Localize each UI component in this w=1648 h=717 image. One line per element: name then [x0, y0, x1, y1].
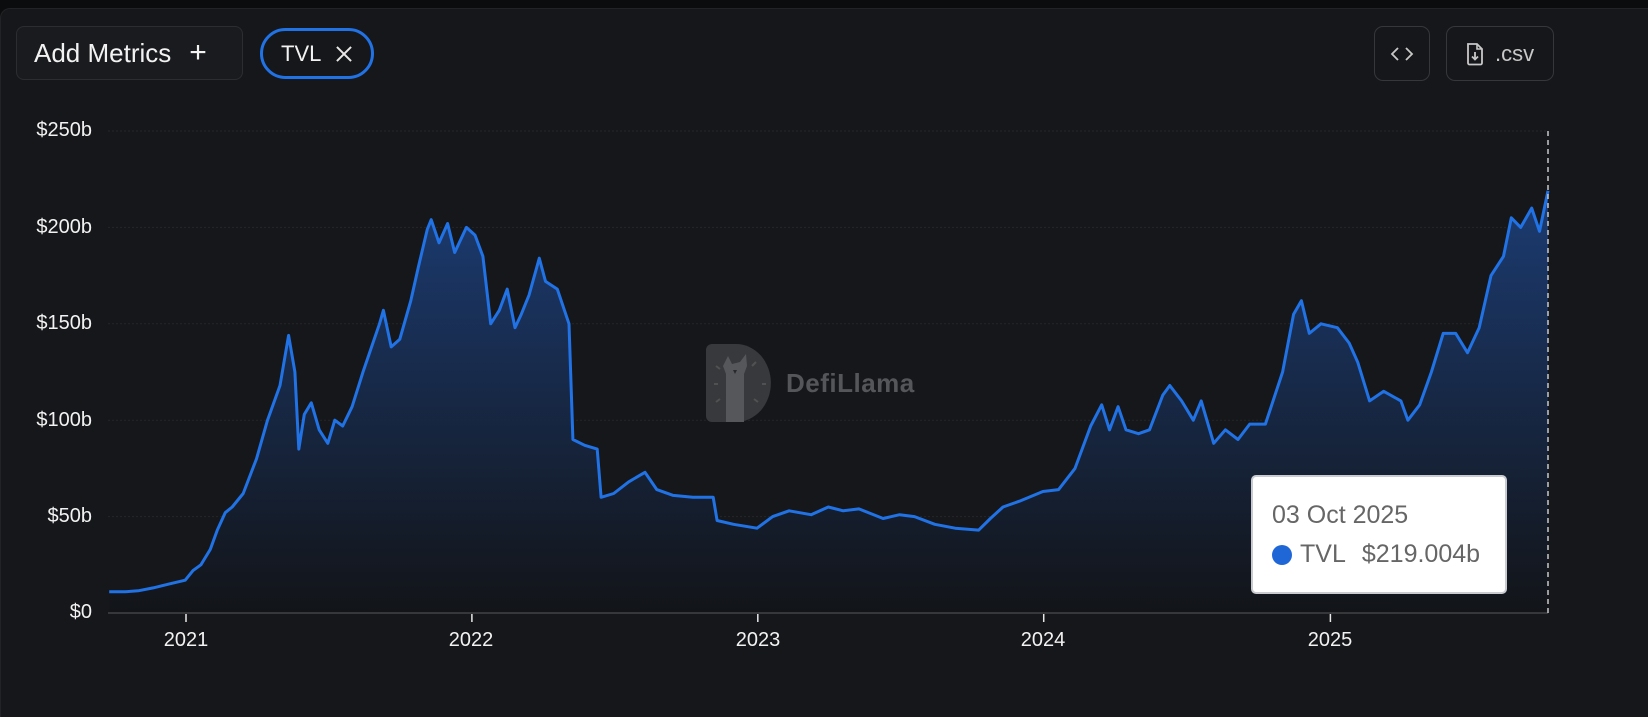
- x-tick-2022: 2022: [448, 629, 494, 651]
- tooltip-series-label: TVL: [1300, 540, 1346, 568]
- y-tick-150: $150b: [36, 312, 92, 334]
- y-tick-250: $250b: [36, 119, 92, 141]
- add-metrics-button[interactable]: Add Metrics +: [16, 26, 243, 80]
- watermark-brand: DefiLlama: [786, 367, 915, 398]
- tooltip-date: 03 Oct 2025: [1272, 501, 1409, 529]
- chart-tooltip: 03 Oct 2025 TVL $219.004b: [1251, 475, 1507, 594]
- plus-icon: +: [189, 36, 207, 69]
- code-brackets-icon: [1390, 46, 1414, 61]
- y-tick-200: $200b: [36, 216, 92, 238]
- x-tick-2023: 2023: [735, 629, 781, 651]
- tooltip-row: TVL $219.004b: [1272, 540, 1505, 569]
- metric-chip-label: TVL: [281, 40, 322, 66]
- add-metrics-label: Add Metrics: [34, 37, 172, 68]
- embed-code-button[interactable]: [1374, 26, 1430, 81]
- tvl-area-fill: [109, 190, 1549, 614]
- x-tick-2021: 2021: [163, 629, 209, 651]
- tvl-line: [109, 190, 1550, 594]
- file-download-icon: [1467, 42, 1483, 65]
- csv-label: .csv: [1495, 40, 1535, 66]
- defillama-watermark: DefiLlama: [706, 344, 915, 422]
- y-tick-100: $100b: [36, 409, 92, 431]
- y-tick-0: $0: [69, 601, 92, 623]
- x-tick-marks: [185, 614, 1332, 622]
- llama-logo-icon: [706, 344, 771, 422]
- tooltip-value: $219.004b: [1361, 540, 1481, 568]
- series-dot-icon: [1272, 544, 1292, 565]
- x-tick-2025: 2025: [1307, 629, 1353, 651]
- download-csv-button[interactable]: .csv: [1446, 26, 1554, 81]
- x-tick-2024: 2024: [1020, 629, 1066, 651]
- metric-chip-tvl[interactable]: TVL: [260, 28, 374, 79]
- y-tick-50: $50b: [47, 505, 93, 527]
